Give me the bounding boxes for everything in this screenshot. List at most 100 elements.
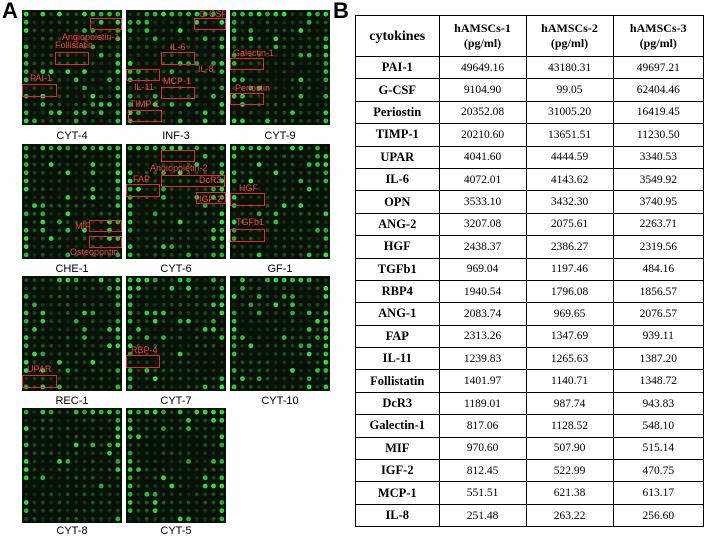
array-spot	[144, 443, 149, 447]
array-spot	[307, 170, 312, 175]
array-spot	[240, 179, 245, 183]
array-spot	[136, 418, 141, 423]
array-spot	[40, 162, 45, 167]
array-spot	[265, 228, 270, 233]
array-spot	[169, 211, 174, 216]
array-spot	[177, 409, 183, 415]
array-spot	[24, 352, 29, 356]
array-spot	[49, 500, 54, 505]
array-spot	[65, 311, 70, 315]
array-label-cyt-4: CYT-4	[56, 130, 88, 142]
array-spot	[178, 368, 183, 373]
array-spot	[136, 69, 141, 75]
array-spot	[136, 294, 141, 299]
highlight-box-tgfb1	[230, 229, 265, 242]
spot-grid	[127, 277, 225, 390]
cell-value: 263.22	[525, 503, 614, 528]
array-spot	[49, 179, 54, 183]
array-spot	[23, 294, 29, 299]
cell-value: 256.60	[612, 503, 705, 528]
array-spot	[161, 294, 166, 299]
array-spot	[40, 110, 45, 115]
array-spot	[90, 69, 95, 74]
array-label-cyt-8: CYT-8	[56, 525, 88, 537]
array-spot	[248, 302, 254, 308]
array-spot	[219, 360, 224, 365]
array-spot	[115, 492, 120, 497]
header-hamscs-3: hAMSCs-3 (pg/ml)	[612, 15, 705, 57]
array-spot	[65, 376, 70, 381]
array-spot	[82, 110, 87, 116]
array-spot	[127, 145, 133, 151]
array-spot	[178, 302, 183, 307]
cell-cytokine-name: Galectin-1	[355, 414, 440, 438]
array-spot	[315, 36, 320, 41]
array-spot	[290, 61, 295, 66]
array-spot	[323, 69, 329, 75]
array-spot	[298, 228, 303, 233]
array-spot	[32, 360, 37, 365]
array-rec-1	[22, 276, 122, 391]
array-spot	[40, 77, 45, 82]
highlight-box-upar	[22, 375, 57, 388]
cell-value: 3549.92	[612, 167, 705, 192]
array-spot	[232, 69, 237, 74]
array-spot	[23, 28, 29, 33]
cell-cytokine-name: ANG-1	[355, 302, 440, 326]
array-spot	[178, 443, 183, 447]
array-spot	[40, 203, 46, 209]
array-spot	[290, 94, 295, 99]
array-spot	[115, 45, 120, 49]
array-spot	[248, 20, 253, 25]
array-spot	[153, 475, 158, 480]
array-spot	[178, 508, 183, 513]
array-spot	[107, 484, 112, 488]
array-spot	[136, 154, 141, 159]
array-spot	[282, 302, 287, 307]
array-spot	[128, 154, 133, 159]
array-spot	[32, 376, 37, 381]
array-spot	[136, 236, 141, 241]
array-spot	[82, 211, 87, 216]
array-spot	[136, 426, 141, 431]
array-spot	[65, 220, 70, 224]
array-spot	[82, 20, 87, 25]
array-spot	[136, 451, 141, 456]
array-spot	[194, 467, 199, 472]
array-spot	[82, 492, 87, 497]
array-spot	[290, 244, 295, 249]
array-spot	[99, 335, 104, 340]
array-spot	[298, 154, 303, 159]
array-spot	[178, 500, 183, 505]
array-spot	[144, 418, 149, 423]
array-spot	[307, 110, 312, 115]
array-spot	[57, 484, 62, 488]
array-spot	[202, 409, 208, 415]
array-spot	[186, 516, 191, 522]
array-spot	[144, 69, 149, 74]
array-spot	[202, 110, 208, 116]
array-spot	[315, 360, 320, 365]
array-spot	[240, 294, 245, 299]
array-spot	[203, 244, 208, 249]
array-spot	[273, 352, 278, 356]
array-spot	[231, 118, 237, 124]
array-spot	[127, 252, 133, 258]
array-spot	[32, 211, 37, 216]
array-spot	[169, 94, 174, 99]
array-spot	[90, 102, 96, 107]
cell-cytokine-name: TIMP-1	[355, 123, 440, 147]
array-spot	[152, 491, 158, 497]
array-spot	[32, 418, 37, 423]
array-spot	[240, 187, 245, 192]
array-spot	[323, 343, 329, 349]
array-spot	[74, 220, 79, 224]
array-spot	[57, 236, 62, 241]
array-spot	[211, 53, 216, 58]
array-spot	[136, 244, 141, 249]
array-spot	[136, 492, 141, 497]
array-spot	[240, 220, 245, 224]
array-spot	[40, 351, 46, 357]
array-spot	[194, 228, 199, 233]
array-spot	[211, 110, 216, 115]
